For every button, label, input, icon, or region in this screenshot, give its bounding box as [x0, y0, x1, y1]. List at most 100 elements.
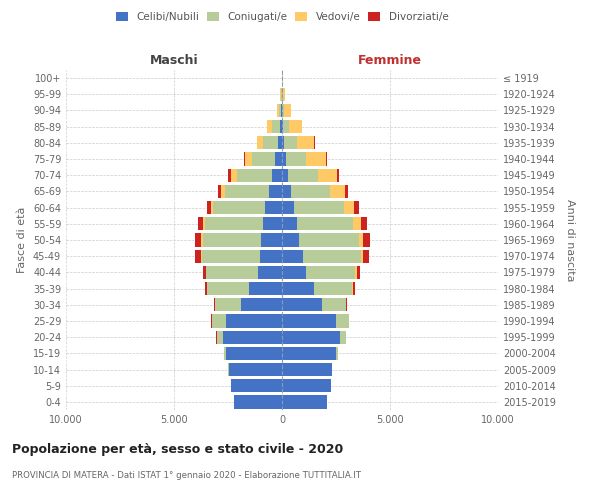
Bar	[212, 314, 226, 328]
Bar	[257, 136, 263, 149]
Bar	[283, 88, 285, 101]
Bar	[202, 234, 203, 246]
Bar	[353, 217, 361, 230]
Bar	[294, 201, 344, 214]
Bar	[278, 136, 282, 149]
Bar	[282, 298, 322, 312]
Bar	[200, 250, 202, 263]
Bar	[214, 201, 265, 214]
Bar	[282, 346, 336, 360]
Bar	[282, 201, 294, 214]
Bar	[218, 185, 221, 198]
Bar	[282, 120, 283, 134]
Bar	[363, 234, 370, 246]
Bar	[251, 152, 275, 166]
Bar	[282, 379, 331, 392]
Bar	[260, 250, 282, 263]
Bar	[195, 250, 200, 263]
Bar	[245, 152, 251, 166]
Bar	[224, 346, 226, 360]
Bar	[286, 152, 307, 166]
Bar	[306, 266, 355, 279]
Bar	[284, 104, 290, 117]
Bar	[277, 104, 279, 117]
Bar	[248, 282, 282, 295]
Bar	[282, 396, 328, 408]
Bar	[282, 282, 314, 295]
Bar	[314, 282, 352, 295]
Bar	[280, 120, 282, 134]
Legend: Celibi/Nubili, Coniugati/e, Vedovi/e, Divorziati/e: Celibi/Nubili, Coniugati/e, Vedovi/e, Di…	[112, 8, 452, 26]
Bar	[282, 330, 340, 344]
Bar	[288, 168, 318, 182]
Bar	[297, 136, 314, 149]
Bar	[206, 266, 258, 279]
Bar	[336, 346, 338, 360]
Bar	[244, 152, 245, 166]
Bar	[290, 185, 329, 198]
Bar	[229, 168, 231, 182]
Bar	[282, 314, 336, 328]
Bar	[226, 185, 269, 198]
Bar	[299, 234, 359, 246]
Bar	[282, 136, 284, 149]
Bar	[211, 201, 214, 214]
Bar	[283, 104, 284, 117]
Bar	[344, 185, 348, 198]
Bar	[237, 168, 272, 182]
Bar	[302, 250, 361, 263]
Bar	[282, 217, 297, 230]
Bar	[355, 201, 359, 214]
Bar	[208, 282, 248, 295]
Bar	[352, 282, 353, 295]
Bar	[359, 234, 363, 246]
Bar	[226, 314, 282, 328]
Bar	[235, 396, 282, 408]
Bar	[329, 185, 344, 198]
Bar	[357, 266, 360, 279]
Bar	[214, 298, 215, 312]
Bar	[307, 152, 326, 166]
Bar	[263, 136, 278, 149]
Bar	[205, 282, 207, 295]
Bar	[282, 266, 306, 279]
Bar	[205, 217, 263, 230]
Text: Maschi: Maschi	[149, 54, 199, 67]
Bar	[282, 152, 286, 166]
Bar	[364, 250, 369, 263]
Bar	[282, 168, 288, 182]
Bar	[297, 217, 353, 230]
Bar	[272, 120, 280, 134]
Bar	[206, 201, 211, 214]
Y-axis label: Fasce di età: Fasce di età	[17, 207, 27, 273]
Text: Popolazione per età, sesso e stato civile - 2020: Popolazione per età, sesso e stato civil…	[12, 442, 343, 456]
Y-axis label: Anni di nascita: Anni di nascita	[565, 198, 575, 281]
Bar	[229, 363, 282, 376]
Bar	[283, 120, 289, 134]
Bar	[258, 266, 282, 279]
Bar	[289, 120, 302, 134]
Bar	[269, 185, 282, 198]
Bar	[241, 298, 282, 312]
Bar	[279, 104, 281, 117]
Bar	[282, 250, 302, 263]
Bar	[226, 346, 282, 360]
Bar	[231, 168, 237, 182]
Bar	[196, 234, 202, 246]
Bar	[361, 217, 367, 230]
Bar	[337, 168, 340, 182]
Text: PROVINCIA DI MATERA - Dati ISTAT 1° gennaio 2020 - Elaborazione TUTTITALIA.IT: PROVINCIA DI MATERA - Dati ISTAT 1° genn…	[12, 471, 361, 480]
Bar	[203, 234, 261, 246]
Text: Femmine: Femmine	[358, 54, 422, 67]
Bar	[272, 168, 282, 182]
Bar	[217, 330, 223, 344]
Bar	[361, 250, 364, 263]
Bar	[282, 185, 290, 198]
Bar	[203, 217, 205, 230]
Bar	[198, 217, 203, 230]
Bar	[281, 104, 282, 117]
Bar	[336, 314, 349, 328]
Bar	[275, 152, 282, 166]
Bar	[340, 330, 346, 344]
Bar	[265, 201, 282, 214]
